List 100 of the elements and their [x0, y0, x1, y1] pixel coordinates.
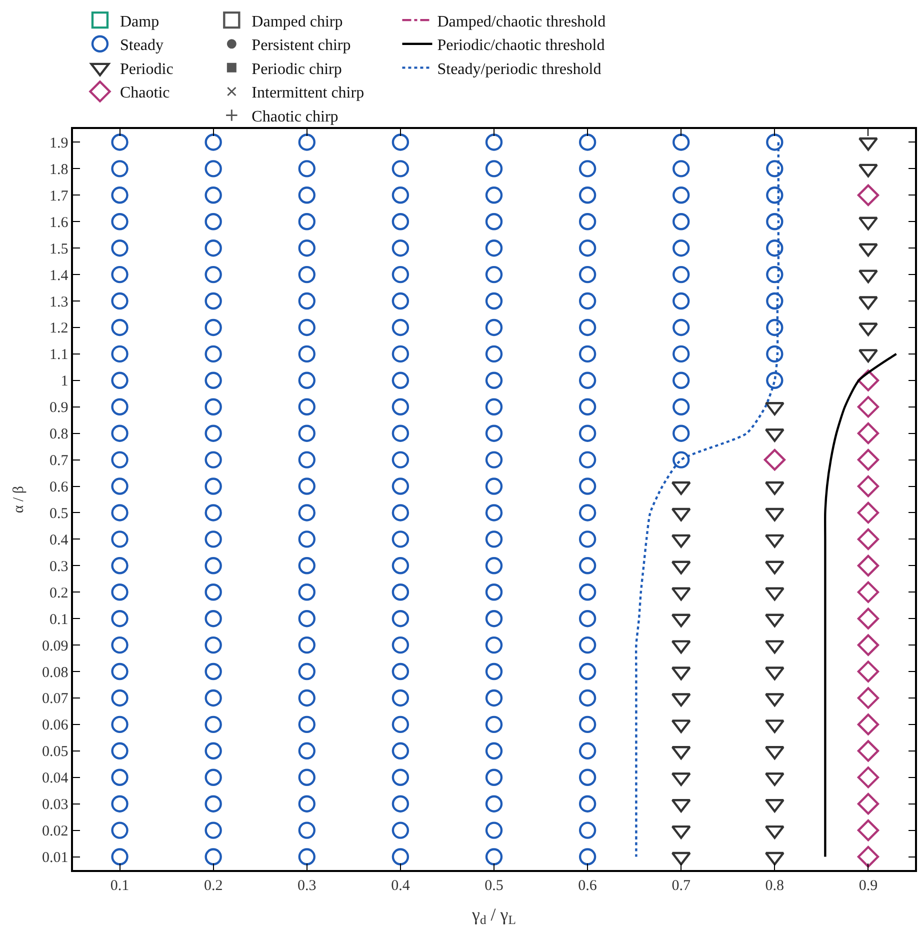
y-tick-label: 0.1 — [50, 612, 68, 628]
point — [578, 768, 596, 786]
point — [392, 292, 410, 310]
point — [204, 689, 222, 707]
y-tick-label: 0.01 — [42, 850, 68, 866]
point — [298, 372, 316, 390]
point — [672, 451, 690, 468]
point — [392, 239, 410, 257]
point — [111, 662, 128, 680]
y-tick-label: 1.3 — [50, 294, 68, 310]
point — [204, 451, 222, 468]
point — [857, 422, 880, 444]
point — [672, 213, 690, 230]
point — [204, 372, 222, 390]
point — [578, 795, 596, 812]
point — [578, 822, 596, 839]
point — [111, 742, 128, 760]
y-tick-label: 1 — [60, 374, 68, 390]
point — [766, 239, 784, 257]
point — [204, 584, 222, 601]
point — [857, 846, 880, 868]
point — [392, 584, 410, 601]
point — [111, 451, 128, 468]
point — [298, 689, 316, 707]
point — [204, 160, 222, 178]
point — [298, 239, 316, 257]
point — [857, 792, 880, 815]
point — [392, 398, 410, 416]
point — [111, 822, 128, 839]
point — [204, 610, 222, 628]
point — [111, 689, 128, 707]
point — [298, 662, 316, 680]
point — [485, 424, 503, 442]
y-tick-label: 0.09 — [42, 638, 68, 654]
point — [298, 292, 316, 310]
point — [857, 660, 880, 682]
point — [485, 398, 503, 416]
point — [392, 424, 410, 442]
x-tick-label: 0.7 — [672, 878, 691, 894]
point — [392, 478, 410, 495]
point — [298, 610, 316, 628]
point — [298, 451, 316, 468]
point — [857, 475, 880, 498]
legend-label: Intermittent chirp — [252, 84, 364, 102]
point — [392, 557, 410, 574]
point — [392, 345, 410, 363]
point — [485, 372, 503, 390]
point — [298, 716, 316, 734]
point — [578, 689, 596, 707]
point — [672, 186, 690, 204]
point — [857, 608, 880, 630]
point — [578, 239, 596, 257]
point — [111, 557, 128, 574]
y-tick-label: 1.7 — [50, 188, 69, 204]
point — [392, 213, 410, 230]
point — [485, 186, 503, 204]
point — [204, 530, 222, 548]
point — [111, 345, 128, 363]
point — [766, 318, 784, 336]
point — [672, 318, 690, 336]
point — [485, 134, 503, 151]
point — [766, 186, 784, 204]
point — [111, 478, 128, 495]
y-tick-label: 0.8 — [50, 426, 68, 443]
x-tick-label: 0.9 — [858, 878, 878, 894]
point — [578, 345, 596, 363]
point — [298, 266, 316, 284]
point — [766, 266, 784, 284]
point — [111, 134, 128, 151]
point — [578, 530, 596, 548]
point — [204, 424, 222, 442]
legend-label: Steady/periodic threshold — [437, 60, 602, 78]
point — [111, 318, 128, 336]
point — [857, 554, 880, 577]
point — [392, 716, 410, 734]
point — [392, 530, 410, 548]
point — [298, 398, 316, 416]
point — [392, 160, 410, 178]
point — [578, 398, 596, 416]
point — [485, 530, 503, 548]
x-tick-label: 0.4 — [391, 878, 410, 894]
point — [204, 134, 222, 151]
y-tick-label: 0.05 — [42, 744, 68, 760]
point — [672, 160, 690, 178]
point — [204, 213, 222, 230]
point — [857, 396, 880, 418]
point — [672, 266, 690, 284]
y-axis-title: α / β — [10, 486, 27, 514]
point — [672, 398, 690, 416]
point — [485, 160, 503, 178]
point — [485, 610, 503, 628]
y-tick-label: 0.04 — [42, 770, 69, 787]
point — [204, 266, 222, 284]
point — [485, 451, 503, 468]
point — [298, 848, 316, 866]
point — [111, 239, 128, 257]
legend-label: Periodic — [120, 60, 174, 78]
point — [485, 768, 503, 786]
point — [766, 160, 784, 178]
x-axis-title: γ$_{d}$ / γ$_{L}$ — [471, 904, 516, 928]
